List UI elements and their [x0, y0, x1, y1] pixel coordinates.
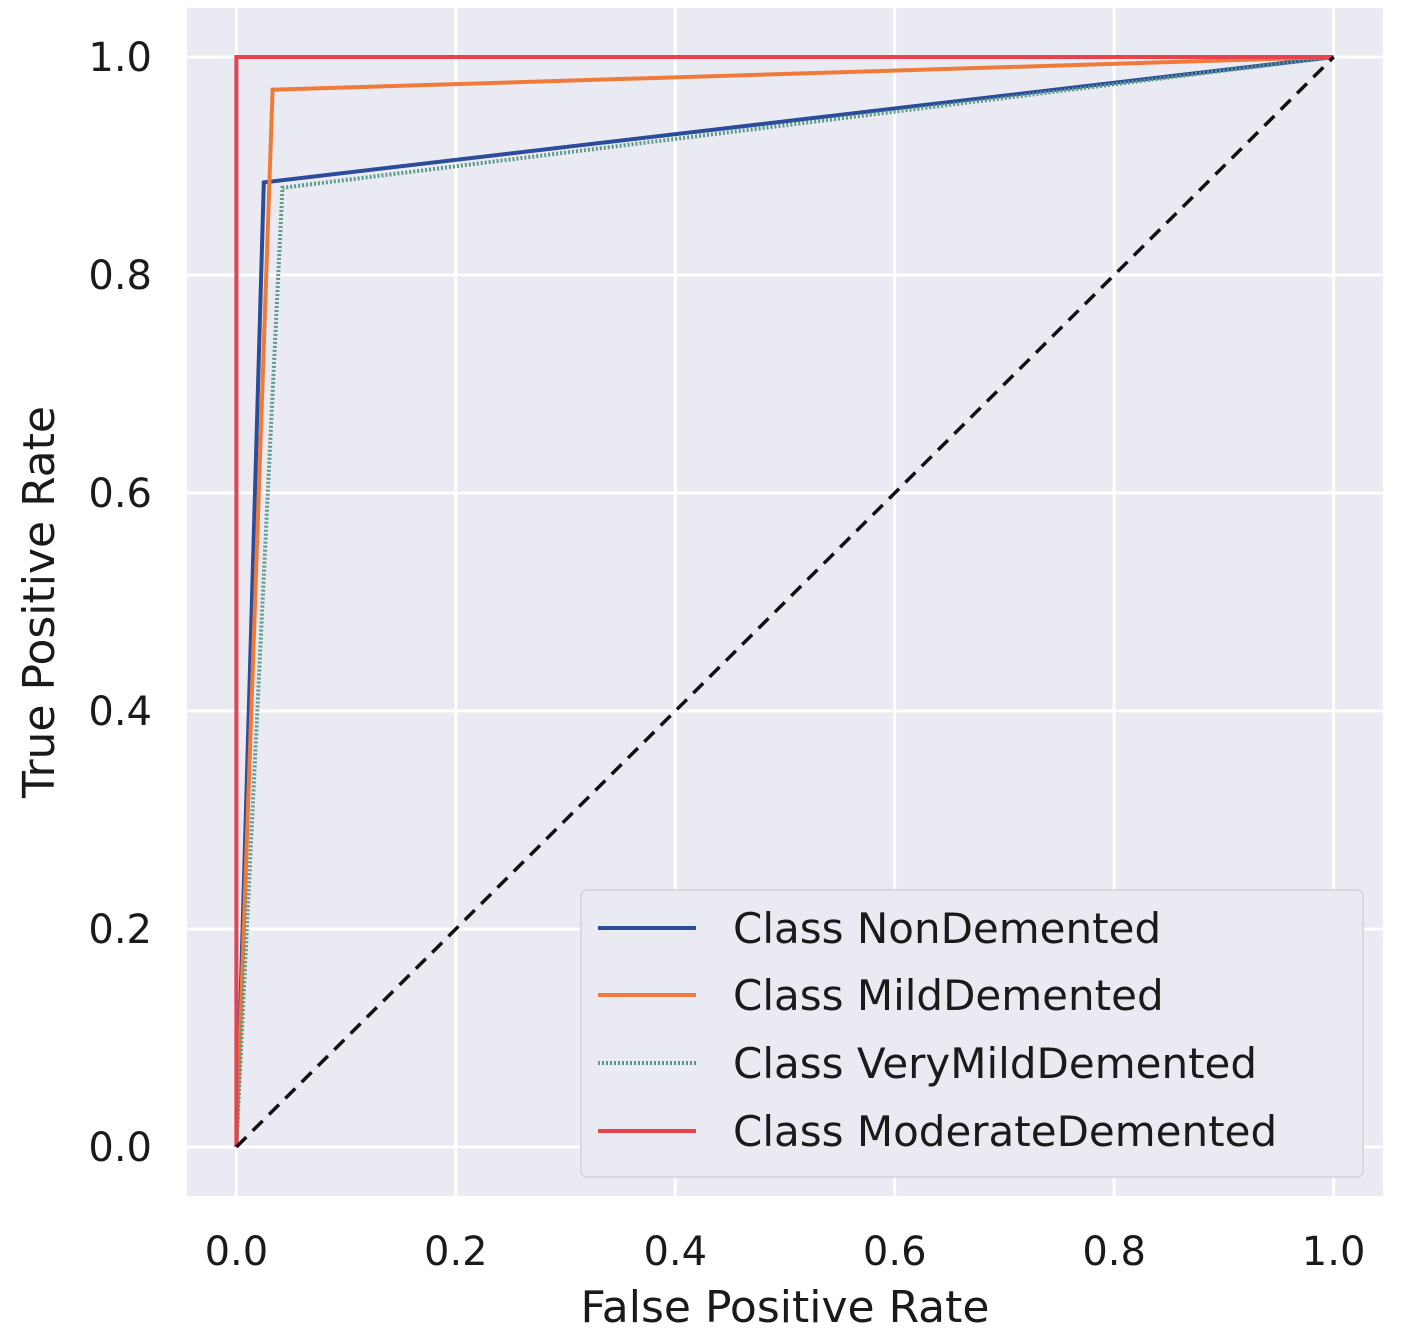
series-lines [234, 55, 1335, 1149]
series-line-class-verymilddemented [234, 55, 1334, 1148]
y-tick-label: 1.0 [88, 35, 152, 81]
x-tick-label: 0.8 [1082, 1229, 1146, 1275]
y-tick-label: 0.8 [88, 253, 152, 299]
x-tick-label: 1.0 [1302, 1229, 1366, 1275]
y-axis-label: True Positive Rate [14, 406, 65, 799]
x-tick-label: 0.4 [643, 1229, 707, 1275]
y-tick-label: 0.2 [88, 907, 152, 953]
series-line-class-milddemented [234, 55, 1334, 1148]
legend-label: Class ModerateDemented [733, 1107, 1277, 1156]
legend-label: Class NonDemented [733, 904, 1161, 953]
y-tick-label: 0.0 [88, 1125, 152, 1171]
legend-label: Class MildDemented [733, 971, 1164, 1020]
x-axis-label: False Positive Rate [581, 1282, 990, 1333]
y-tick-label: 0.4 [88, 689, 152, 735]
legend-label: Class VeryMildDemented [733, 1039, 1257, 1088]
reference-diagonal-line [235, 55, 1335, 1149]
grid-lines [187, 8, 1383, 1196]
y-tick-label: 0.6 [88, 471, 152, 517]
x-tick-label: 0.2 [424, 1229, 488, 1275]
x-tick-labels: 0.0 0.2 0.4 0.6 0.8 1.0 [205, 1229, 1366, 1275]
series-line-class-moderatedemented [234, 55, 1334, 1147]
y-tick-labels: 0.0 0.2 0.4 0.6 0.8 1.0 [88, 35, 152, 1171]
legend-box [580, 889, 1364, 1178]
x-tick-label: 0.0 [205, 1229, 269, 1275]
legend: Class NonDemented Class MildDemented Class… [580, 889, 1364, 1178]
x-tick-label: 0.6 [863, 1229, 927, 1275]
